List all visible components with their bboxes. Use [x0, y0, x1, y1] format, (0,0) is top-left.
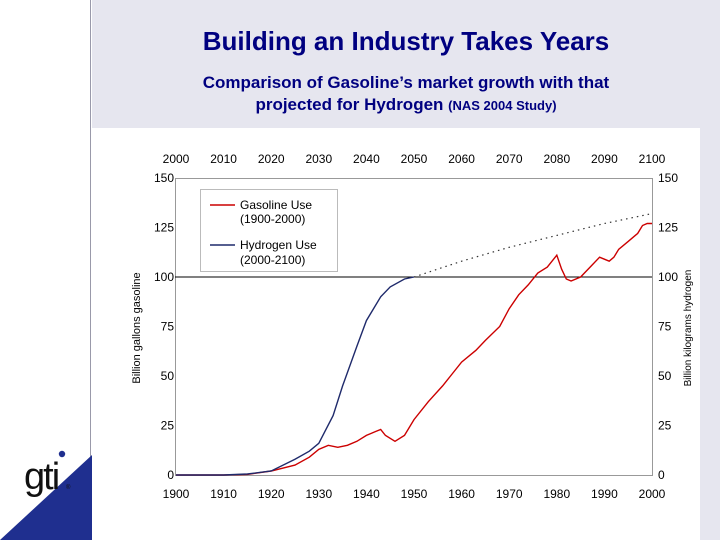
x-top-tick-2020: 2020 [258, 152, 285, 166]
gti-logo: gti ® [22, 445, 82, 500]
x-top-tick-2030: 2030 [305, 152, 332, 166]
y-left-tick-50: 50 [161, 369, 175, 383]
y-left-tick-100: 100 [154, 270, 174, 284]
x-top-tick-2090: 2090 [591, 152, 618, 166]
x-bottom-tick-1950: 1950 [401, 487, 428, 501]
logo-dot [58, 450, 66, 458]
y-right-tick-100: 100 [658, 270, 678, 284]
legend-box [200, 189, 338, 272]
x-top-tick-2070: 2070 [496, 152, 523, 166]
x-top-tick-2050: 2050 [401, 152, 428, 166]
gti-logo-svg: gti ® [24, 450, 71, 498]
x-top-tick-2040: 2040 [353, 152, 380, 166]
left-divider [90, 0, 91, 540]
x-top-tick-2000: 2000 [163, 152, 190, 166]
x-bottom-tick-1920: 1920 [258, 487, 285, 501]
x-bottom-tick-1930: 1930 [305, 487, 332, 501]
legend-hydrogen-line1: Hydrogen Use [240, 238, 317, 252]
x-top-tick-2100: 2100 [639, 152, 666, 166]
legend: Gasoline Use (1900-2000) Hydrogen Use (2… [200, 189, 338, 272]
x-bottom-tick-1910: 1910 [210, 487, 237, 501]
right-band [700, 128, 720, 540]
y-right-tick-50: 50 [658, 369, 672, 383]
y-right-tick-0: 0 [658, 468, 665, 482]
legend-hydrogen-line2: (2000-2100) [240, 253, 305, 267]
chart-svg: 2000 2010 2020 2030 2040 2050 2060 2070 2080 2090… [131, 152, 694, 501]
series-hydrogen-line [176, 276, 415, 476]
subtitle-line-2: projected for Hydrogen (NAS 2004 Study) [92, 95, 720, 115]
y-left-tick-125: 125 [154, 221, 174, 235]
series-hydrogen_projection-line [413, 213, 653, 278]
series-gasoline-line [176, 222, 652, 476]
subtitle-line-2-text: projected for Hydrogen [255, 95, 444, 114]
y-left-tick-75: 75 [161, 320, 175, 334]
x-bottom-tick-2000: 2000 [639, 487, 666, 501]
y-left-label: Billion gallons gasoline [131, 272, 143, 383]
logo-text: gti [24, 456, 58, 498]
x-bottom-tick-1970: 1970 [496, 487, 523, 501]
subtitle-line-1: Comparison of Gasoline’s market growth w… [202, 73, 610, 92]
x-bottom-tick-1960: 1960 [448, 487, 475, 501]
x-top-tick-2010: 2010 [210, 152, 237, 166]
header-band [92, 0, 720, 128]
x-bottom-tick-1980: 1980 [543, 487, 570, 501]
y-right-tick-25: 25 [658, 419, 672, 433]
chart-area: 2000 2010 2020 2030 2040 2050 2060 2070 2080 2090… [118, 128, 700, 502]
y-right-tick-75: 75 [658, 320, 672, 334]
subtitle-note: (NAS 2004 Study) [448, 98, 557, 113]
x-bottom-tick-1900: 1900 [163, 487, 190, 501]
y-right-tick-150: 150 [658, 171, 678, 185]
y-left-tick-150: 150 [154, 171, 174, 185]
x-bottom-tick-1990: 1990 [591, 487, 618, 501]
y-right-tick-125: 125 [658, 221, 678, 235]
x-bottom-tick-1940: 1940 [353, 487, 380, 501]
legend-gasoline-line1: Gasoline Use [240, 198, 312, 212]
y-left-tick-0: 0 [167, 468, 174, 482]
slide-title: Building an Industry Takes Years [202, 26, 610, 56]
y-right-label: Billion kilograms hydrogen [683, 270, 694, 387]
logo-mark: ® [66, 484, 71, 491]
legend-gasoline-line2: (1900-2000) [240, 212, 305, 226]
x-top-tick-2060: 2060 [448, 152, 475, 166]
plot-frame [175, 178, 653, 476]
y-left-tick-25: 25 [161, 419, 175, 433]
x-top-tick-2080: 2080 [543, 152, 570, 166]
